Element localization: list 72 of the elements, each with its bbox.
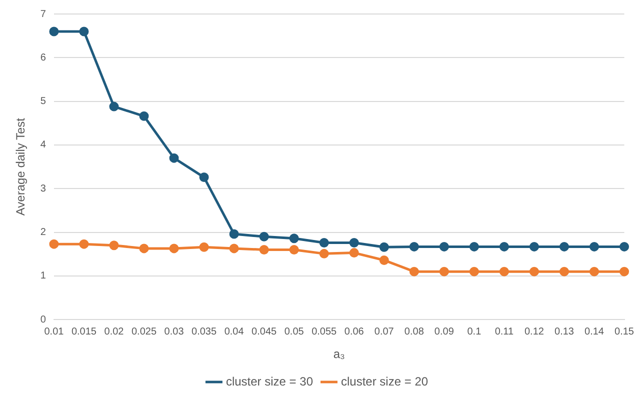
legend-label: cluster size = 30: [226, 374, 314, 388]
point: [529, 266, 539, 276]
legend-label: cluster size = 20: [341, 374, 428, 388]
point: [559, 242, 569, 252]
point: [199, 242, 209, 252]
point: [199, 172, 209, 182]
point: [319, 238, 329, 248]
point: [349, 238, 359, 248]
y-tick-label: 2: [40, 227, 46, 238]
x-tick-label: 0.035: [192, 326, 217, 338]
point: [229, 244, 239, 254]
x-tick-label: 0.055: [312, 326, 338, 338]
x-tick-label: 0.1: [467, 326, 482, 338]
point: [379, 255, 389, 265]
x-tick-label: 0.05: [284, 326, 304, 338]
x-tick-label: 0.11: [494, 326, 514, 338]
point: [109, 240, 119, 250]
y-tick-label: 4: [40, 140, 46, 151]
point: [409, 242, 419, 252]
point: [289, 245, 299, 254]
x-axis-title: a₃: [333, 347, 346, 362]
point: [79, 26, 89, 36]
x-tick-label: 0.13: [554, 326, 574, 338]
point: [169, 153, 179, 163]
point: [259, 232, 269, 242]
point: [590, 266, 600, 276]
point: [469, 242, 479, 252]
x-tick-label: 0.06: [344, 326, 364, 338]
point: [620, 266, 630, 276]
x-tick-label: 0.015: [71, 326, 97, 338]
y-tick-label: 5: [40, 96, 46, 108]
x-tick-label: 0.14: [584, 326, 604, 338]
point: [109, 102, 119, 112]
point: [259, 245, 269, 254]
point: [439, 266, 449, 276]
x-tick-label: 0.07: [374, 326, 394, 338]
point: [79, 239, 89, 249]
x-tick-label: 0.09: [434, 326, 454, 338]
y-tick-label: 7: [40, 8, 46, 20]
point: [409, 266, 419, 276]
point: [319, 248, 329, 258]
x-tick-label: 0.12: [524, 326, 544, 338]
point: [289, 234, 299, 244]
point: [169, 244, 179, 254]
y-tick-label: 6: [40, 52, 46, 64]
x-tick-label: 0.03: [164, 326, 184, 338]
x-tick-label: 0.02: [104, 326, 124, 338]
y-tick-label: 1: [40, 270, 46, 282]
x-tick-label: 0.08: [404, 326, 424, 338]
point: [469, 266, 479, 276]
point: [559, 266, 569, 276]
point: [49, 239, 59, 249]
point: [229, 229, 239, 239]
point: [349, 248, 359, 258]
point: [620, 242, 630, 252]
point: [499, 242, 509, 252]
x-tick-label: 0.15: [614, 326, 634, 338]
point: [139, 111, 149, 121]
y-tick-label: 3: [40, 183, 46, 194]
x-tick-label: 0.04: [224, 326, 244, 338]
point: [139, 244, 149, 254]
x-tick-label: 0.025: [131, 326, 157, 338]
y-axis-title: Average daily Test: [14, 117, 28, 216]
x-tick-label: 0.045: [252, 326, 278, 338]
point: [529, 242, 539, 252]
point: [499, 266, 509, 276]
point: [439, 242, 449, 252]
point: [379, 242, 389, 252]
point: [49, 26, 59, 36]
x-tick-label: 0.01: [44, 326, 64, 338]
y-tick-label: 0: [40, 314, 46, 326]
point: [590, 242, 600, 252]
